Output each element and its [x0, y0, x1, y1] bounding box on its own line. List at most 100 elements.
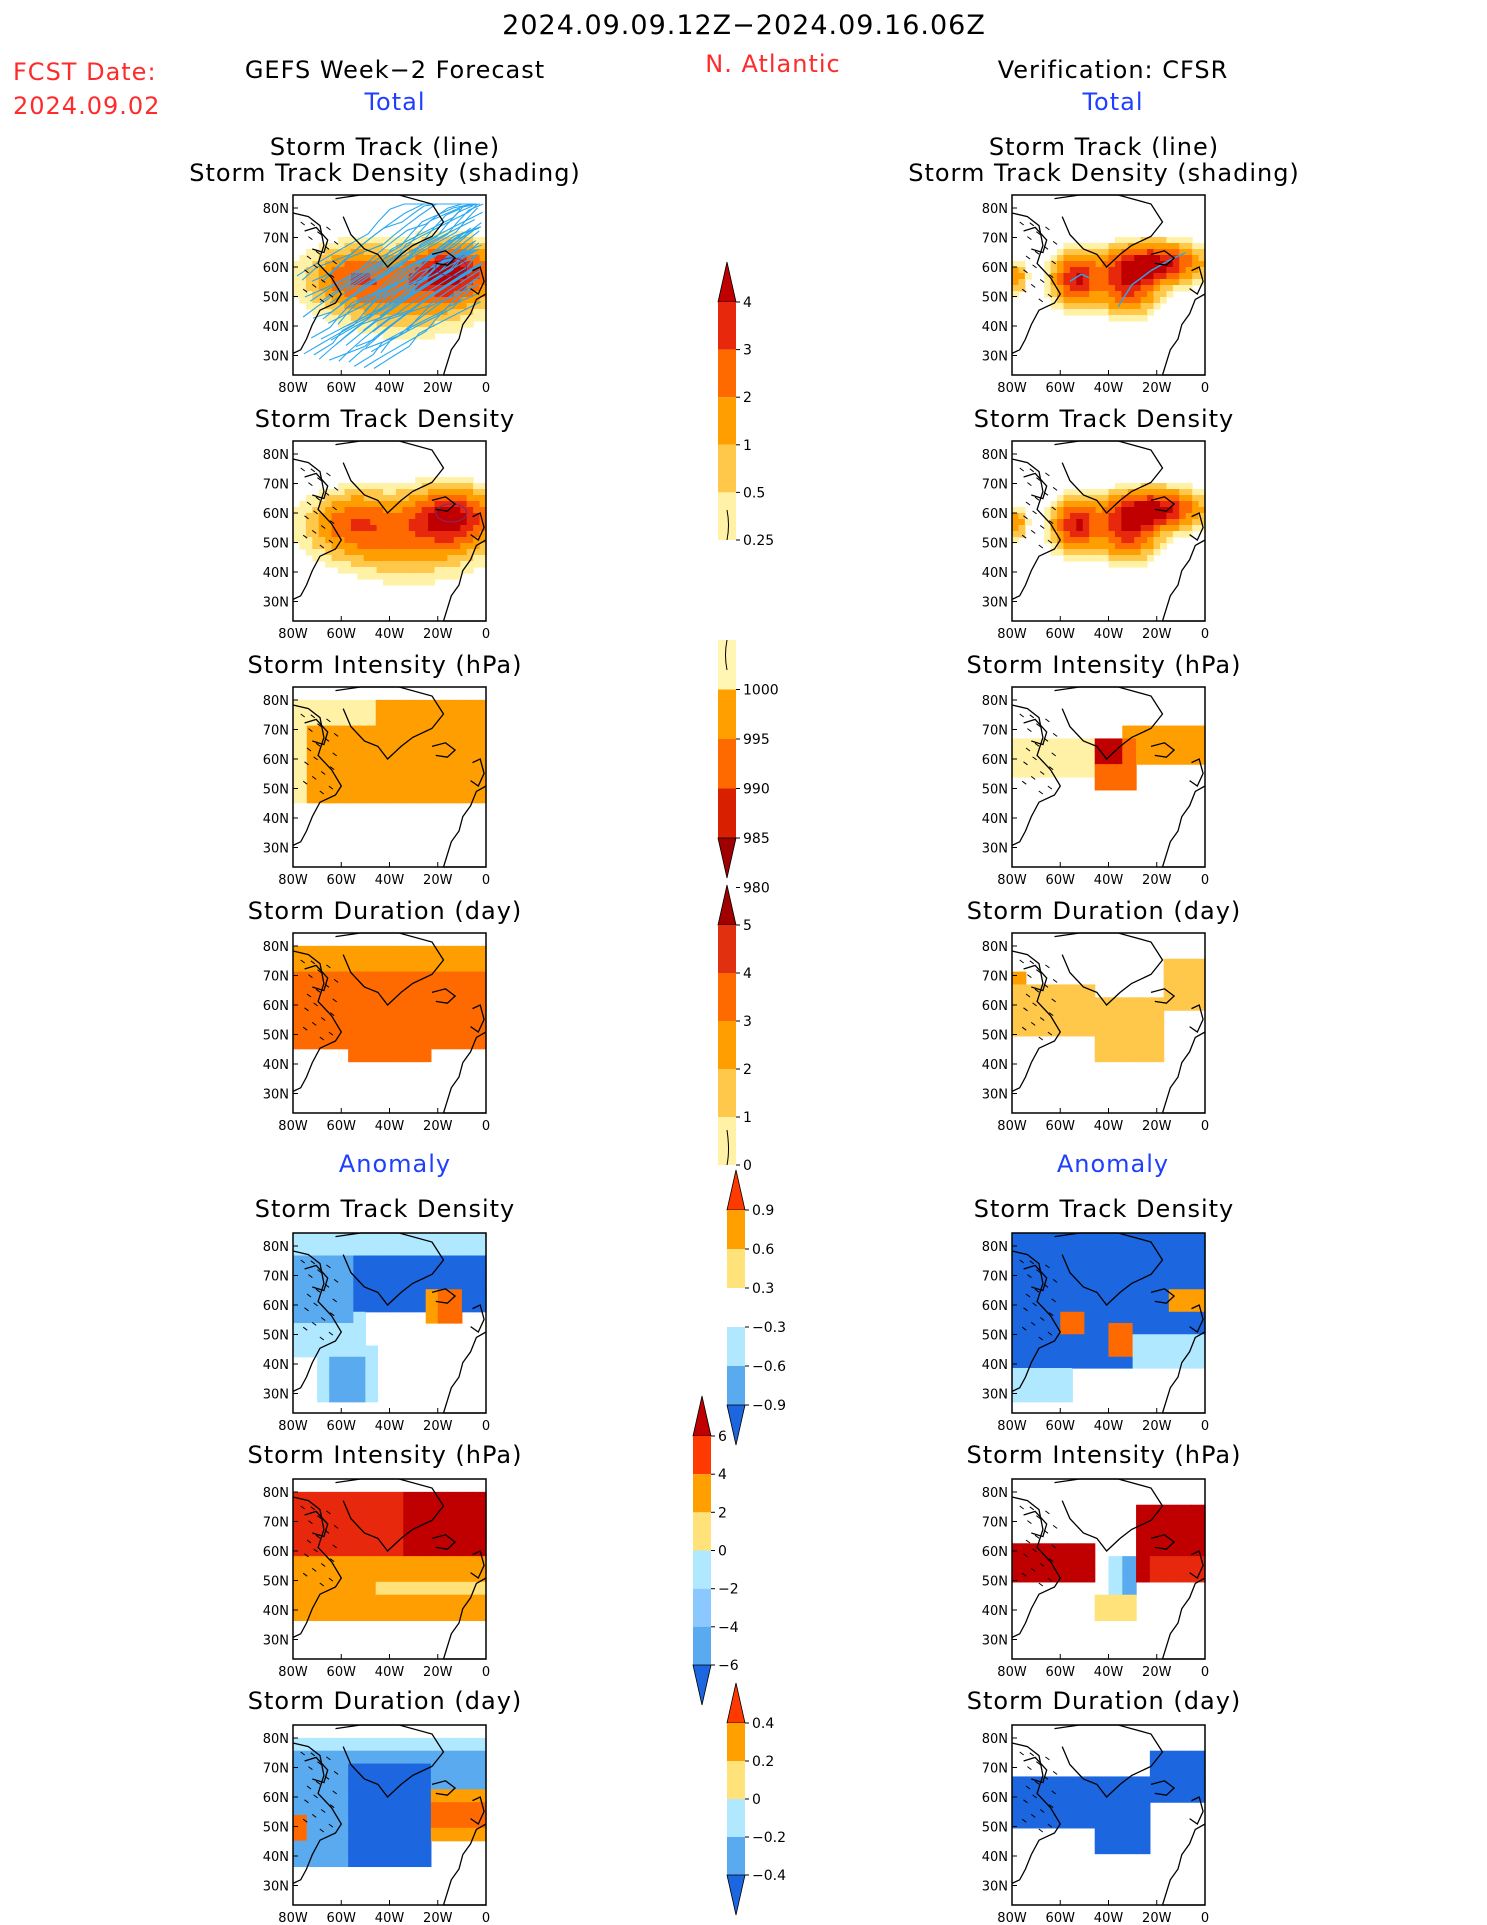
- left-duration-map-cell: [430, 997, 446, 1011]
- left-anom-duration-map-cell: [375, 1737, 391, 1752]
- right-track-map-cell: [1166, 273, 1174, 280]
- cbar-duration-swatch: [718, 925, 736, 973]
- right-anom-duration-map-cell: [1177, 1776, 1192, 1790]
- left-density-map-cell: [318, 537, 326, 544]
- left-track-map-cell: [389, 309, 397, 316]
- left-track-map-cell: [293, 273, 301, 280]
- right-track-map-cell: [1121, 255, 1129, 262]
- left-track-map-cell: [460, 231, 468, 238]
- left-track-map-cell: [421, 243, 429, 250]
- left-anom-duration-title: Storm Duration (day): [247, 1687, 523, 1715]
- left-density-map-cell: [453, 573, 461, 580]
- uk-coast: [1189, 1796, 1204, 1825]
- left-anom-density-map-cell: [293, 1278, 306, 1290]
- left-intensity-map-cell: [458, 738, 473, 752]
- left-track-map-cell: [363, 303, 371, 310]
- left-anom-duration-map-cell: [361, 1763, 377, 1778]
- right-anom-density-map-cell: [1108, 1244, 1122, 1257]
- left-track-map-cell: [312, 255, 320, 262]
- left-anom-intensity-map-cell: [403, 1491, 418, 1506]
- left-duration-map-cell: [306, 1010, 322, 1024]
- island-mark: [1036, 969, 1041, 974]
- left-density-map-cell: [421, 543, 429, 550]
- right-track-map-cell: [1102, 309, 1110, 316]
- left-anom-density-map-cell: [389, 1233, 403, 1245]
- right-anom-density-map-cell: [1084, 1334, 1098, 1347]
- left-duration-map-cell: [472, 945, 487, 960]
- right-track-map-cell: [1147, 291, 1155, 298]
- left-track-map-cell: [428, 249, 436, 256]
- island-mark: [324, 1283, 330, 1288]
- cbar-density-anom-swatch: [727, 1210, 745, 1249]
- right-density-map-cell: [1121, 513, 1129, 520]
- right-anom-density-map-cell: [1072, 1233, 1085, 1245]
- left-density-map-cell: [440, 525, 448, 532]
- left-anom-density-map-cell: [461, 1300, 475, 1313]
- left-anom-duration-map-cell: [458, 1789, 473, 1803]
- right-track-map-cell: [1121, 291, 1129, 298]
- island-mark: [302, 780, 308, 785]
- right-density-map-cell: [1102, 525, 1110, 532]
- left-track-map-cell: [421, 315, 429, 322]
- left-track-map-cell: [440, 273, 448, 280]
- right-track-map-cell: [1134, 249, 1142, 256]
- left-density-map-cell: [415, 531, 423, 538]
- left-density-map-cell: [447, 477, 455, 484]
- cbar-duration-tail: [726, 1129, 729, 1166]
- left-anom-density-map-cell: [353, 1379, 366, 1392]
- island-mark: [1032, 1302, 1037, 1307]
- right-track-map-cell: [1153, 303, 1161, 310]
- right-density-map-cell: [1192, 519, 1200, 526]
- left-anom-duration-map-cell: [403, 1776, 418, 1790]
- left-track-map-cell: [466, 309, 474, 316]
- iceland-coast: [1150, 1534, 1176, 1550]
- left-duration-map-cell: [458, 945, 473, 960]
- island-mark: [313, 510, 318, 515]
- left-track-map-cell: [479, 267, 487, 274]
- island-mark: [300, 1751, 306, 1756]
- right-density-map-cell: [1159, 519, 1167, 526]
- left-density-map-cell: [293, 519, 301, 526]
- lat-label: 60N: [982, 1299, 1008, 1314]
- lon-label: 0: [482, 1119, 490, 1134]
- left-density-map-cell: [383, 501, 391, 508]
- right-intensity-map-cell: [1108, 777, 1123, 791]
- right-track-map-cell: [1069, 255, 1077, 262]
- left-anom-intensity-map-cell: [458, 1556, 473, 1570]
- left-anom-duration-map-cell: [444, 1815, 460, 1829]
- right-density-map-cell: [1153, 549, 1161, 556]
- right-track-map-cell: [1012, 273, 1020, 280]
- right-density-map-cell: [1147, 531, 1155, 538]
- right-density-map-cell: [1172, 501, 1180, 508]
- left-track-map-cell: [383, 315, 391, 322]
- left-density-map-cell: [331, 543, 339, 550]
- right-intensity-map-cell: [1025, 751, 1041, 765]
- lat-label: 80N: [263, 202, 289, 217]
- left-anom-density-map-cell: [365, 1278, 379, 1290]
- left-density-map-cell: [421, 525, 429, 532]
- left-density-map-cell: [428, 531, 436, 538]
- storm-track-line: [336, 203, 481, 289]
- lon-label: 60W: [1046, 1119, 1076, 1134]
- right-track-map-cell: [1102, 255, 1110, 262]
- left-anom-intensity-map-cell: [293, 1543, 308, 1557]
- right-track-map-cell: [1057, 255, 1065, 262]
- right-anom-intensity-map-cell: [1163, 1504, 1179, 1519]
- left-anom-density-map-cell: [341, 1300, 354, 1313]
- left-density-map-cell: [473, 513, 481, 520]
- left-density-map-cell: [479, 483, 487, 490]
- left-track-map-cell: [357, 249, 365, 256]
- left-anom-intensity-map-cell: [334, 1607, 349, 1622]
- left-density-map-cell: [415, 507, 423, 514]
- left-anom-density-map-cell: [329, 1278, 342, 1290]
- lon-label: 0: [1201, 627, 1209, 642]
- island-mark: [1021, 1026, 1027, 1031]
- left-track-map-cell: [357, 297, 365, 304]
- lon-label: 60W: [1046, 1911, 1076, 1925]
- island-mark: [306, 501, 312, 506]
- left-density-map-cell: [460, 483, 468, 490]
- left-track-map-cell: [453, 231, 461, 238]
- left-density-map-cell: [473, 489, 481, 496]
